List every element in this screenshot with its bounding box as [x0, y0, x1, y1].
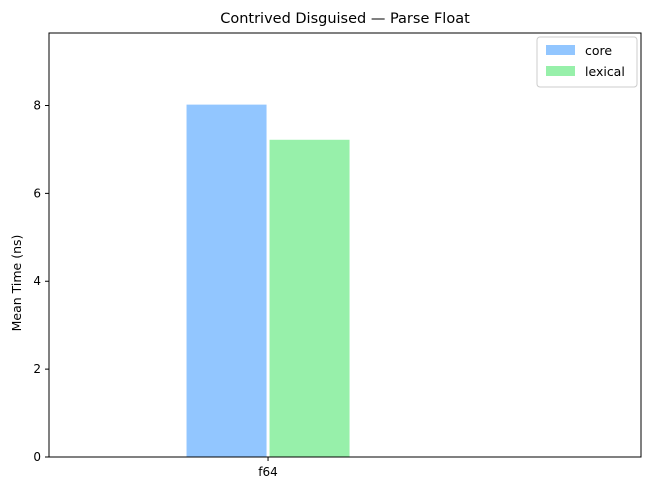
plot-frame: [48, 32, 642, 458]
bar-lexical-f64: [269, 139, 350, 457]
y-tick-label: 6: [33, 186, 41, 200]
bars-group: [186, 104, 350, 457]
y-tick-label: 8: [33, 98, 41, 112]
x-tick-label: f64: [258, 465, 278, 479]
legend-label-core: core: [585, 43, 612, 58]
y-axis-ticks: 0 2 4 6 8: [33, 98, 49, 464]
legend-swatch-lexical: [546, 66, 575, 76]
legend-swatch-core: [546, 45, 575, 55]
y-tick-label: 2: [33, 362, 41, 376]
legend-label-lexical: lexical: [585, 64, 625, 79]
y-tick-label: 0: [33, 450, 41, 464]
y-axis-label: Mean Time (ns): [9, 235, 24, 332]
bar-core-f64: [186, 104, 267, 457]
chart-title: Contrived Disguised — Parse Float: [220, 11, 470, 27]
y-tick-label: 4: [33, 274, 41, 288]
x-axis-ticks: f64: [258, 457, 278, 479]
legend: core lexical: [536, 36, 638, 88]
